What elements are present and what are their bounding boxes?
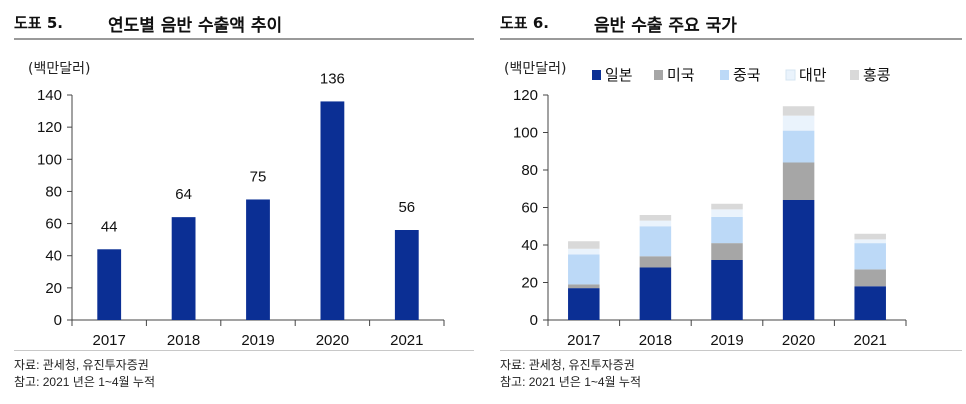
figure-6-source: 자료: 관세청, 유진투자증권	[500, 358, 635, 372]
bar	[394, 230, 419, 320]
stack-segment	[854, 233, 886, 240]
figure-6-header: 도표 6. 음반 수출 주요 국가	[500, 8, 962, 40]
data-label: 75	[250, 168, 267, 185]
stack-segment	[639, 220, 672, 227]
figure-5-note: 참고: 2021 년은 1~4월 누적	[14, 375, 156, 389]
legend-swatch	[720, 70, 729, 80]
stack-segment	[568, 254, 600, 285]
y-tick-label: 120	[37, 119, 62, 136]
legend-label: 미국	[667, 66, 695, 84]
y-tick-label: 60	[45, 216, 62, 233]
legend-swatch	[654, 70, 663, 80]
x-tick-label: 2017	[567, 332, 600, 349]
y-tick-label: 100	[513, 125, 538, 142]
data-label: 136	[320, 70, 345, 87]
figure-5-header: 도표 5. 연도별 음반 수출액 추이	[14, 8, 474, 40]
legend-label: 대만	[799, 66, 827, 84]
legend-label: 홍콩	[863, 66, 891, 84]
y-tick-label: 40	[521, 237, 538, 254]
bar	[320, 101, 345, 320]
stack-segment	[782, 130, 815, 163]
y-tick-label: 40	[45, 248, 62, 265]
x-tick-label: 2021	[854, 332, 887, 349]
data-label: 44	[101, 218, 118, 235]
y-tick-label: 120	[513, 87, 538, 104]
stack-segment	[711, 216, 743, 244]
legend-swatch	[785, 69, 796, 81]
y-tick-label: 100	[37, 151, 62, 168]
stack-segment	[711, 203, 743, 210]
legend-label: 일본	[605, 66, 633, 84]
x-tick-label: 2019	[241, 332, 274, 349]
data-label: 56	[398, 199, 415, 216]
x-tick-label: 2020	[316, 332, 349, 349]
figure-5-number: 도표 5.	[14, 14, 63, 32]
x-tick-label: 2018	[167, 332, 200, 349]
y-tick-label: 0	[530, 312, 538, 329]
x-tick-label: 2019	[710, 332, 743, 349]
figure-6-panel: 도표 6. 음반 수출 주요 국가 (백만달러) 0 20 40 60 80 100 120 2…	[486, 0, 966, 404]
figure-5-footer: 자료: 관세청, 유진투자증권 참고: 2021 년은 1~4월 누적	[14, 350, 474, 403]
figure-6-note: 참고: 2021 년은 1~4월 누적	[500, 375, 642, 389]
stack-segment	[568, 241, 600, 249]
legend-swatch	[850, 70, 859, 80]
stack-segment	[854, 239, 886, 244]
x-tick-label: 2021	[390, 332, 423, 349]
stack-segment	[711, 243, 743, 260]
stack-segment	[854, 243, 886, 270]
stack-segment	[854, 286, 886, 320]
figure-6-footer: 자료: 관세청, 유진투자증권 참고: 2021 년은 1~4월 누적	[500, 350, 962, 403]
legend-label: 중국	[733, 66, 761, 84]
figure-5-panel: 도표 5. 연도별 음반 수출액 추이 (백만달러) 0 20 40 60 80 100 12…	[0, 0, 478, 404]
export-by-country-chart: (백만달러) 0 20 40 60 80 100 120 2017 2018 2019 2020 202…	[504, 61, 907, 349]
stack-segment	[639, 215, 672, 221]
x-tick-label: 2020	[782, 332, 815, 349]
stack-segment	[711, 209, 743, 217]
y-tick-label: 60	[521, 200, 538, 217]
stack-segment	[639, 226, 672, 257]
stack-segment	[639, 267, 672, 320]
stack-segment	[711, 260, 743, 320]
stack-segment	[568, 284, 600, 289]
y-tick-label: 80	[45, 183, 62, 200]
stack-segment	[568, 248, 600, 255]
bar	[246, 199, 270, 320]
stack-segment	[782, 200, 815, 320]
y-unit-label: (백만달러)	[504, 61, 566, 77]
y-tick-label: 20	[45, 280, 62, 297]
figure-5-title: 연도별 음반 수출액 추이	[108, 16, 283, 36]
y-tick-label: 140	[37, 87, 62, 104]
stack-segment	[639, 256, 672, 268]
stack-segment	[782, 115, 815, 131]
figure-5-source: 자료: 관세청, 유진투자증권	[14, 358, 149, 372]
figure-6-number: 도표 6.	[500, 14, 549, 32]
x-tick-label: 2017	[93, 332, 126, 349]
figure-6-title: 음반 수출 주요 국가	[594, 16, 737, 36]
y-tick-label: 20	[521, 275, 538, 292]
stack-segment	[782, 162, 815, 200]
bar	[171, 217, 196, 320]
data-label: 64	[175, 186, 192, 203]
export-trend-chart: (백만달러) 0 20 40 60 80 100 120 140 2017 2018 2019 2020…	[28, 61, 445, 349]
stack-segment	[782, 106, 815, 116]
y-tick-label: 0	[54, 312, 62, 329]
stack-segment	[568, 288, 600, 320]
x-tick-label: 2018	[639, 332, 672, 349]
legend-swatch	[592, 70, 601, 80]
y-unit-label: (백만달러)	[28, 61, 90, 77]
bar	[97, 249, 122, 320]
y-tick-label: 80	[521, 162, 538, 179]
stack-segment	[854, 269, 886, 287]
